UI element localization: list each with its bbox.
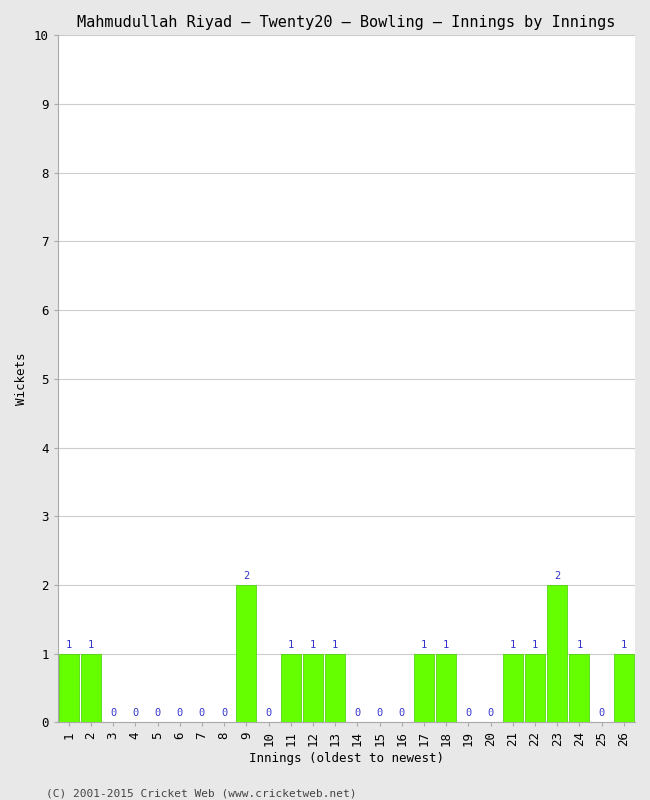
Text: 0: 0 [110, 708, 116, 718]
Bar [436, 654, 456, 722]
Text: 0: 0 [354, 708, 361, 718]
Text: 0: 0 [177, 708, 183, 718]
Text: 2: 2 [554, 571, 560, 581]
Y-axis label: Wickets: Wickets [15, 353, 28, 405]
Text: 0: 0 [265, 708, 272, 718]
Bar [569, 654, 590, 722]
Text: 0: 0 [599, 708, 604, 718]
Bar [58, 654, 79, 722]
Bar [614, 654, 634, 722]
Bar [325, 654, 345, 722]
Bar [281, 654, 301, 722]
Bar [503, 654, 523, 722]
Bar [303, 654, 323, 722]
Title: Mahmudullah Riyad – Twenty20 – Bowling – Innings by Innings: Mahmudullah Riyad – Twenty20 – Bowling –… [77, 15, 616, 30]
Text: 1: 1 [443, 639, 449, 650]
Text: 1: 1 [621, 639, 627, 650]
Text: 0: 0 [376, 708, 383, 718]
Bar [525, 654, 545, 722]
X-axis label: Innings (oldest to newest): Innings (oldest to newest) [249, 752, 444, 765]
Text: 1: 1 [421, 639, 427, 650]
Text: 1: 1 [510, 639, 516, 650]
Text: 1: 1 [88, 639, 94, 650]
Text: 0: 0 [199, 708, 205, 718]
Text: 0: 0 [398, 708, 405, 718]
Text: 1: 1 [288, 639, 294, 650]
Text: 1: 1 [532, 639, 538, 650]
Bar [81, 654, 101, 722]
Text: 0: 0 [132, 708, 138, 718]
Text: 1: 1 [310, 639, 316, 650]
Text: 1: 1 [332, 639, 338, 650]
Text: 0: 0 [221, 708, 228, 718]
Text: 2: 2 [243, 571, 250, 581]
Text: 1: 1 [577, 639, 582, 650]
Text: 0: 0 [155, 708, 161, 718]
Bar [547, 585, 567, 722]
Text: 1: 1 [66, 639, 72, 650]
Text: (C) 2001-2015 Cricket Web (www.cricketweb.net): (C) 2001-2015 Cricket Web (www.cricketwe… [46, 788, 356, 798]
Text: 0: 0 [488, 708, 494, 718]
Bar [237, 585, 256, 722]
Bar [414, 654, 434, 722]
Text: 0: 0 [465, 708, 471, 718]
